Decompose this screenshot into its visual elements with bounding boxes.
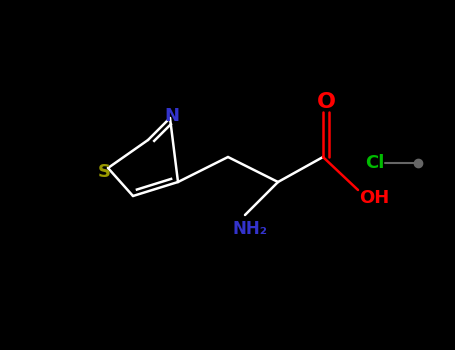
Text: O: O xyxy=(317,92,335,112)
Text: Cl: Cl xyxy=(365,154,384,172)
Text: N: N xyxy=(165,107,180,125)
Text: NH₂: NH₂ xyxy=(233,220,268,238)
Text: OH: OH xyxy=(359,189,389,207)
Text: S: S xyxy=(97,163,111,181)
